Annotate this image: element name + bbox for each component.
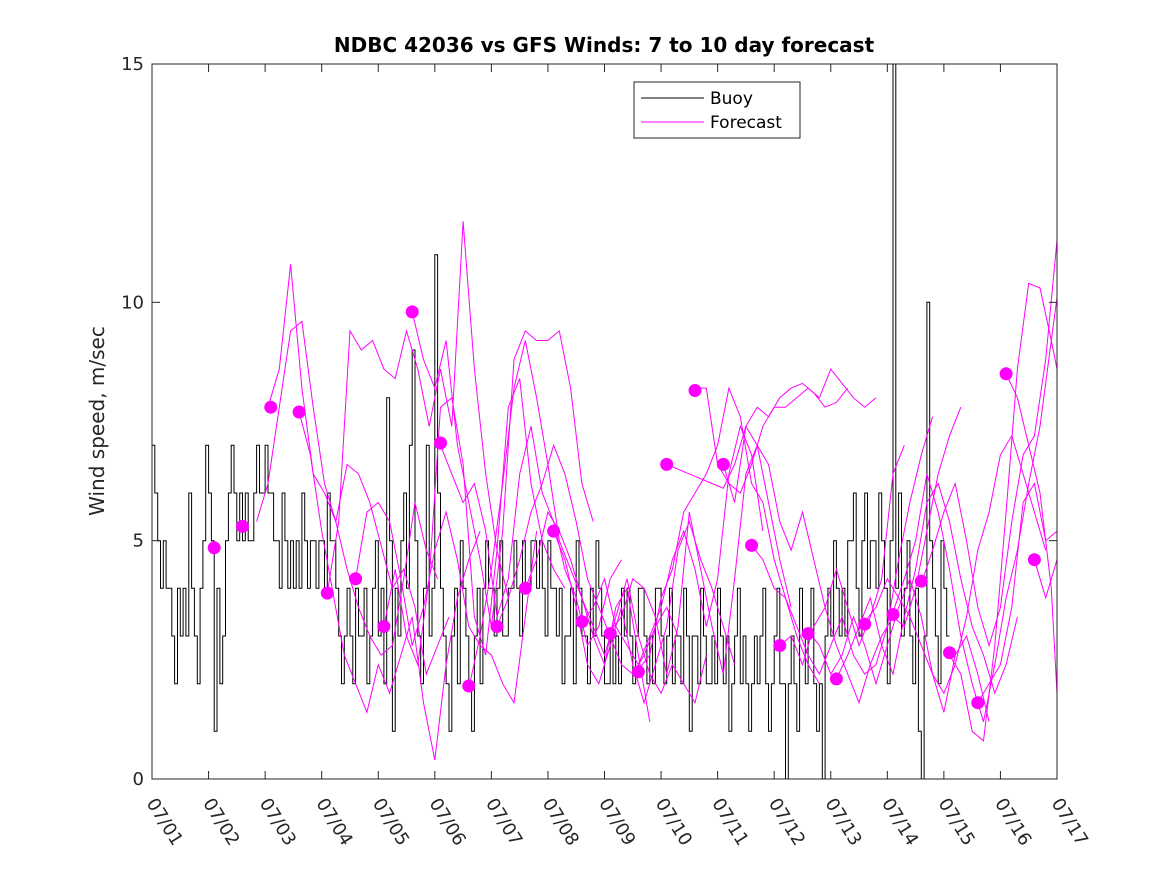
legend-buoy-label: Buoy xyxy=(710,89,753,109)
forecast-line-17 xyxy=(695,368,877,494)
forecast-start-point xyxy=(914,574,928,588)
forecast-start-point xyxy=(829,672,843,686)
forecast-start-point xyxy=(943,646,956,660)
forecast-line-29 xyxy=(1033,559,1058,600)
forecast-line-16 xyxy=(666,382,849,489)
forecast-start-point xyxy=(575,615,589,629)
forecast-line-8 xyxy=(440,426,622,647)
forecast-start-point xyxy=(462,679,476,693)
forecast-start-point xyxy=(320,586,334,600)
forecast-start-point xyxy=(518,581,532,595)
forecast-line-25 xyxy=(920,240,1058,648)
forecast-start-point xyxy=(886,608,900,621)
forecast-start-point xyxy=(264,400,278,414)
forecast-start-point xyxy=(660,457,674,471)
y-axis: 0 5 10 15 xyxy=(121,54,1057,790)
forecast-line-13 xyxy=(581,424,764,666)
forecast-start-point xyxy=(207,541,221,555)
forecast-start-point xyxy=(490,620,504,633)
plot-area xyxy=(151,63,1058,780)
forecast-line-19 xyxy=(751,416,934,676)
chart-title: NDBC 42036 vs GFS Winds: 7 to 10 day for… xyxy=(334,33,875,57)
forecast-line-27 xyxy=(977,482,1058,703)
forecast-start-point xyxy=(377,620,391,633)
forecast-start-point xyxy=(603,627,617,641)
forecast-line-7 xyxy=(411,311,594,627)
y-tick-label: 0 xyxy=(133,769,144,790)
legend-forecast-label: Forecast xyxy=(710,113,782,133)
forecast-line-3 xyxy=(298,411,481,760)
forecast-start-point xyxy=(631,665,645,679)
forecast-start-point xyxy=(801,627,815,641)
forecast-start-point xyxy=(773,639,787,652)
forecast-start-point xyxy=(405,305,419,319)
forecast-start-point xyxy=(716,457,730,471)
forecast-line-15 xyxy=(638,386,820,684)
forecast-start-point xyxy=(236,519,249,533)
y-tick-label: 15 xyxy=(121,54,144,75)
legend: Buoy Forecast xyxy=(633,81,801,139)
forecast-start-point xyxy=(349,572,363,586)
forecast-line-26 xyxy=(949,282,1058,742)
forecast-line-12 xyxy=(553,520,736,705)
forecast-line-4 xyxy=(326,221,509,599)
forecast-start-point xyxy=(688,384,702,397)
y-tick-label: 10 xyxy=(121,292,144,313)
forecast-start-point xyxy=(292,405,306,419)
forecast-start-point xyxy=(971,696,985,710)
forecast-start-point xyxy=(999,367,1013,381)
forecast-line-14 xyxy=(609,443,792,675)
y-tick-label: 5 xyxy=(133,531,144,552)
forecast-line-22 xyxy=(835,482,1018,695)
forecast-start-point xyxy=(434,436,447,450)
buoy-line xyxy=(152,63,950,780)
y-axis-label: Wind speed, m/sec xyxy=(85,326,109,516)
forecast-line-11 xyxy=(524,510,707,705)
forecast-line-2 xyxy=(267,264,450,676)
forecast-line-10 xyxy=(496,443,679,675)
forecast-start-point xyxy=(1027,553,1041,567)
buoy-series xyxy=(152,63,950,780)
forecast-line-5 xyxy=(355,501,538,705)
forecast-start-point xyxy=(547,524,561,538)
forecast-line-28 xyxy=(1005,373,1058,694)
forecast-line-18 xyxy=(722,424,905,648)
legend-box xyxy=(633,81,801,139)
forecast-line-9 xyxy=(468,340,651,722)
forecast-line-1 xyxy=(256,320,439,656)
forecast-start-markers xyxy=(207,305,1041,710)
forecast-start-point xyxy=(745,538,759,552)
forecast-start-point xyxy=(858,617,872,631)
